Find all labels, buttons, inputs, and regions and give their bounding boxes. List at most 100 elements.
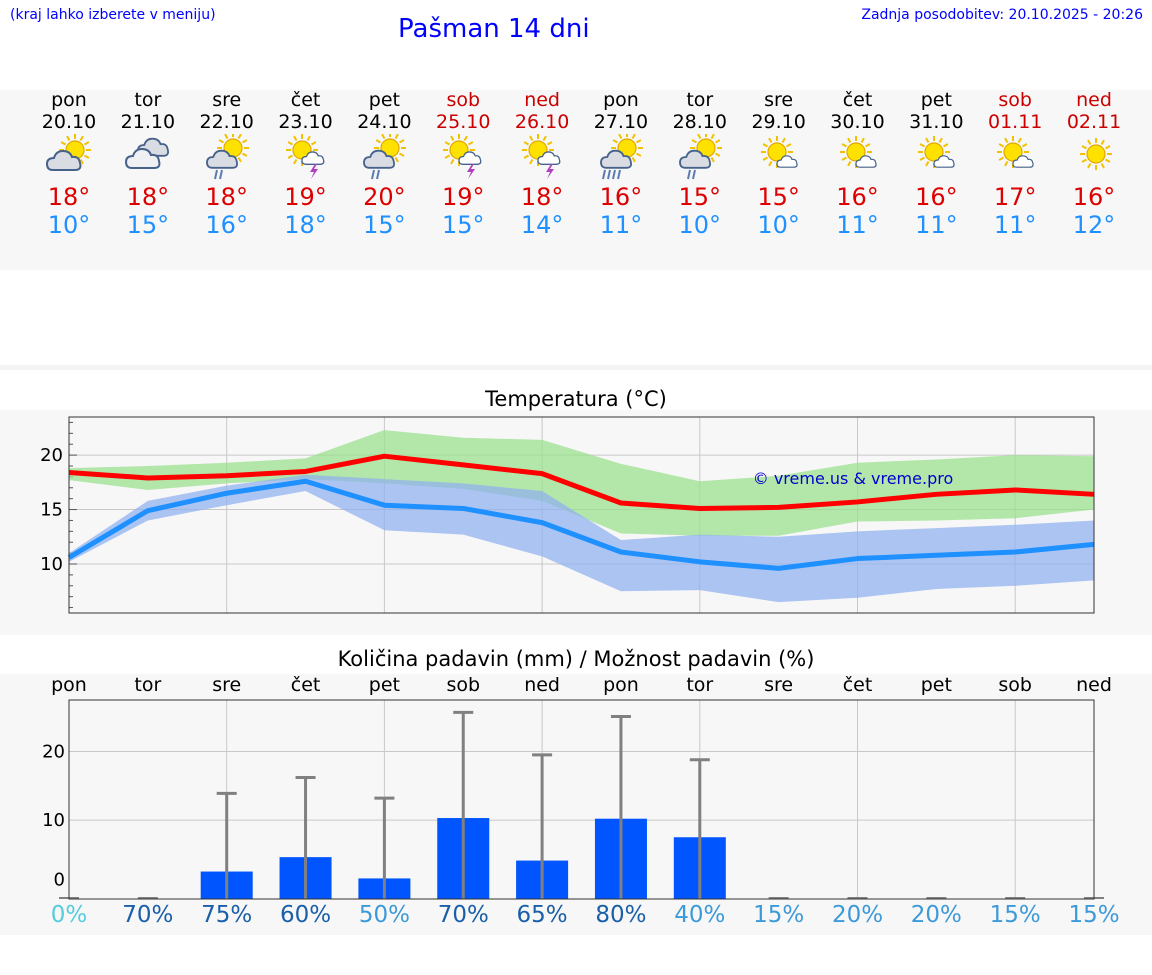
max-temperature: 15° xyxy=(757,183,800,211)
day-date: 25.10 xyxy=(436,111,491,133)
max-temperature: 18° xyxy=(47,183,91,211)
max-temperature: 16° xyxy=(599,183,643,211)
plot-frame xyxy=(68,416,1095,614)
precipitation-probability: 80% xyxy=(595,902,647,928)
daily-forecast: pon 20.10 18° 10° tor 21.10 18° 15° sre 22… xyxy=(30,89,1136,269)
day-date: 26.10 xyxy=(514,111,570,133)
max-temperature-line xyxy=(68,453,1095,511)
day-column: pet 24.10 20° 15° xyxy=(345,89,424,239)
sun-cloud-rain-icon xyxy=(345,133,424,183)
precipitation-probability: 20% xyxy=(831,902,884,928)
precipitation-day-label: pon xyxy=(51,674,87,696)
day-name: ned xyxy=(524,89,560,111)
min-temperature: 10° xyxy=(47,211,91,239)
precipitation-day-label: ned xyxy=(1076,674,1112,696)
day-date: 28.10 xyxy=(672,111,727,133)
sun-small-cloud-icon xyxy=(897,133,976,183)
max-temperature: 18° xyxy=(126,183,170,211)
day-column: pet 31.10 16° 11° xyxy=(897,89,976,239)
precipitation-probability: 15% xyxy=(989,902,1041,928)
min-temperature: 11° xyxy=(993,211,1037,239)
precipitation-day-label: tor xyxy=(686,674,714,696)
precipitation-probability: 75% xyxy=(201,902,253,928)
day-name: pet xyxy=(368,89,400,111)
y-tick-label: 10 xyxy=(40,554,63,575)
day-date: 30.10 xyxy=(830,111,885,133)
precipitation-probability: 50% xyxy=(358,902,410,928)
day-date: 24.10 xyxy=(357,111,412,133)
day-name: sob xyxy=(446,89,481,111)
day-column: čet 30.10 16° 11° xyxy=(818,89,897,239)
min-temperature: 18° xyxy=(284,211,327,239)
sun-cloud-thunder-icon xyxy=(503,133,582,183)
sun-small-cloud-icon xyxy=(739,133,818,183)
max-temperature: 17° xyxy=(993,183,1037,211)
precipitation-probability: 60% xyxy=(279,902,332,928)
precipitation-probability: 15% xyxy=(1068,902,1120,928)
watermark: © vreme.us & vreme.pro xyxy=(753,469,954,488)
day-column: sob 25.10 19° 15° xyxy=(424,89,503,239)
day-date: 29.10 xyxy=(751,111,806,133)
day-date: 27.10 xyxy=(593,111,649,133)
min-temperature: 15° xyxy=(126,211,170,239)
min-temperature: 10° xyxy=(757,211,800,239)
precipitation-probability: 0% xyxy=(50,902,88,928)
day-column: ned 02.11 16° 12° xyxy=(1055,89,1134,239)
precipitation-probability: 40% xyxy=(674,902,726,928)
min-temperature: 10° xyxy=(678,211,722,239)
plot-area xyxy=(69,700,1094,899)
sun-cloud-rain-icon xyxy=(660,133,739,183)
max-temperature: 16° xyxy=(836,183,879,211)
sun-cloud-heavy-rain-icon xyxy=(581,133,660,183)
precipitation-chart-title: Količina padavin (mm) / Možnost padavin … xyxy=(337,647,815,671)
day-column: pon 27.10 16° 11° xyxy=(581,89,660,239)
sun-cloud-thunder-icon xyxy=(266,133,345,183)
day-name: tor xyxy=(686,89,714,111)
precipitation-probabilities: 0% 70% 75% 60% 50% 70% 65% 80% 40% 15% 20% 20% 15% 15… xyxy=(30,902,1136,934)
day-column: ned 26.10 18° 14° xyxy=(503,89,582,239)
max-temperature: 18° xyxy=(520,183,564,211)
sun-cloud-rain-icon xyxy=(187,133,266,183)
max-temperature-range-band xyxy=(69,430,1095,536)
day-column: tor 28.10 15° 10° xyxy=(660,89,739,239)
precipitation-day-label: sob xyxy=(998,674,1032,696)
last-updated: Zadnja posodobitev: 20.10.2025 - 20:26 xyxy=(861,7,1143,23)
day-date: 01.11 xyxy=(987,111,1043,133)
day-column: čet 23.10 19° 18° xyxy=(266,89,345,239)
min-temperature: 15° xyxy=(441,211,485,239)
sun-behind-cloud-icon xyxy=(30,133,109,183)
precipitation-day-labels: pon tor sre čet pet sob ned pon tor sre čet pet sob n… xyxy=(30,674,1136,698)
max-temperature: 16° xyxy=(915,183,958,211)
sun-icon xyxy=(1055,133,1134,183)
day-column: sob 01.11 17° 11° xyxy=(976,89,1055,239)
sun-small-cloud-icon xyxy=(976,133,1055,183)
cloudy-icon xyxy=(108,133,187,183)
day-date: 20.10 xyxy=(41,111,97,133)
y-tick-label: 10 xyxy=(42,810,65,831)
day-name: čet xyxy=(842,89,873,111)
max-temperature: 18° xyxy=(205,183,248,211)
separator xyxy=(0,365,1152,370)
day-date: 31.10 xyxy=(909,111,964,133)
min-temperature: 15° xyxy=(363,211,406,239)
precipitation-day-label: pon xyxy=(603,674,639,696)
day-column: pon 20.10 18° 10° xyxy=(30,89,109,239)
day-column: tor 21.10 18° 15° xyxy=(108,89,187,239)
precipitation-day-label: sre xyxy=(764,674,794,696)
min-temperature: 11° xyxy=(836,211,879,239)
day-date: 02.11 xyxy=(1066,111,1122,133)
max-temperature: 19° xyxy=(284,183,327,211)
min-temperature: 16° xyxy=(205,211,248,239)
precipitation-day-label: sre xyxy=(212,674,242,696)
day-name: ned xyxy=(1076,89,1112,111)
day-date: 22.10 xyxy=(199,111,254,133)
precipitation-day-label: tor xyxy=(134,674,162,696)
max-temperature: 19° xyxy=(441,183,485,211)
precipitation-probability: 65% xyxy=(516,902,568,928)
precipitation-probability: 70% xyxy=(122,902,174,928)
y-tick-label: 0 xyxy=(54,870,65,891)
day-name: pon xyxy=(51,89,87,111)
min-temperature: 14° xyxy=(520,211,564,239)
sun-cloud-thunder-icon xyxy=(424,133,503,183)
location-hint: (kraj lahko izberete v meniju) xyxy=(10,7,216,23)
